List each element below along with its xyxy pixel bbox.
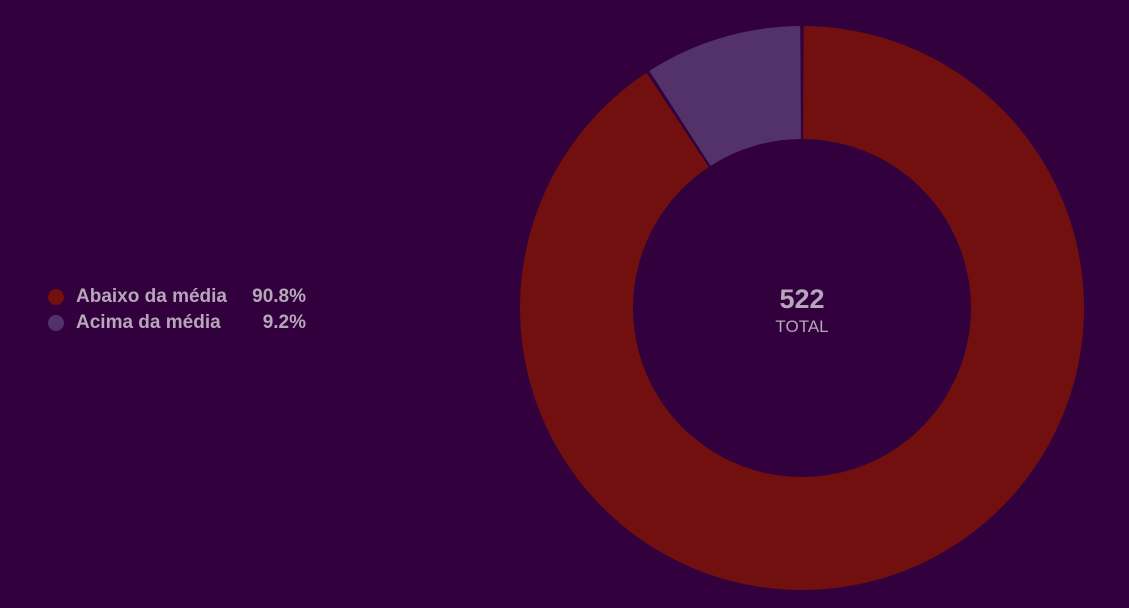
legend: Abaixo da média 90.8% Acima da média 9.2% [48, 284, 306, 336]
legend-item[interactable]: Abaixo da média 90.8% [48, 284, 306, 310]
donut-slice-abaixo-da-media[interactable] [519, 26, 1084, 591]
legend-percentage: 90.8% [252, 286, 306, 307]
donut-slices [519, 26, 1084, 591]
center-total-value: 522 [779, 284, 824, 314]
center-total-label: TOTAL [775, 317, 828, 336]
legend-label: Abaixo da média [76, 286, 227, 307]
legend-item[interactable]: Acima da média 9.2% [48, 310, 306, 336]
legend-percentage: 9.2% [262, 312, 306, 333]
legend-swatch [48, 289, 64, 305]
legend-swatch [48, 315, 64, 331]
donut-slice-acima-da-media[interactable] [649, 26, 801, 166]
legend-label: Acima da média [76, 312, 221, 333]
